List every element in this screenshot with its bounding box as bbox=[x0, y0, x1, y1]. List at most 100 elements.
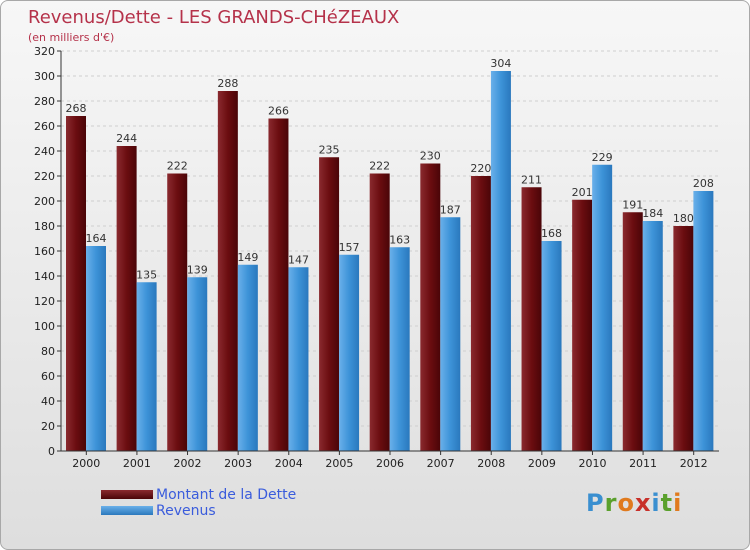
legend-swatch-revenus bbox=[101, 506, 153, 515]
bar-dette bbox=[420, 163, 441, 451]
bar-revenus bbox=[490, 71, 511, 451]
y-tick-label: 100 bbox=[34, 320, 55, 333]
y-tick-label: 320 bbox=[34, 45, 55, 58]
data-label: 220 bbox=[470, 162, 491, 175]
x-tick-label: 2012 bbox=[680, 457, 708, 470]
bar-revenus bbox=[389, 247, 410, 451]
y-tick-label: 20 bbox=[41, 420, 55, 433]
bar-dette bbox=[319, 157, 340, 451]
data-label: 184 bbox=[642, 207, 663, 220]
bar-revenus bbox=[136, 282, 157, 451]
x-tick-label: 2010 bbox=[578, 457, 606, 470]
y-tick-label: 200 bbox=[34, 195, 55, 208]
data-label: 164 bbox=[86, 232, 107, 245]
bar-revenus bbox=[693, 191, 714, 451]
bar-revenus bbox=[237, 264, 258, 451]
bar-revenus bbox=[592, 164, 613, 451]
x-tick-label: 2004 bbox=[275, 457, 303, 470]
x-tick-label: 2009 bbox=[528, 457, 556, 470]
bar-dette bbox=[622, 212, 643, 451]
y-tick-label: 60 bbox=[41, 370, 55, 383]
bars bbox=[66, 71, 714, 451]
y-tick-label: 120 bbox=[34, 295, 55, 308]
legend-swatch-dette bbox=[101, 490, 153, 499]
bar-revenus bbox=[339, 254, 360, 451]
data-label: 157 bbox=[339, 241, 360, 254]
y-tick-label: 280 bbox=[34, 95, 55, 108]
logo-letter: i bbox=[673, 489, 683, 517]
logo-letter: o bbox=[617, 489, 635, 517]
data-label: 230 bbox=[420, 150, 441, 163]
x-tick-label: 2007 bbox=[427, 457, 455, 470]
axes: 0 20 40 60 80 100 120 140 160 180 200 220 240 260 280 3… bbox=[34, 45, 719, 470]
x-tick-label: 2008 bbox=[477, 457, 505, 470]
bar-revenus bbox=[187, 277, 208, 451]
data-label: 268 bbox=[66, 102, 87, 115]
data-label: 135 bbox=[136, 268, 157, 281]
bar-dette bbox=[369, 173, 390, 451]
data-label: 180 bbox=[673, 212, 694, 225]
data-label: 163 bbox=[389, 233, 410, 246]
bar-dette bbox=[572, 199, 593, 451]
bar-revenus bbox=[288, 267, 309, 451]
bar-revenus bbox=[642, 221, 663, 451]
y-tick-label: 0 bbox=[48, 445, 55, 458]
y-tick-label: 160 bbox=[34, 245, 55, 258]
y-tick-label: 220 bbox=[34, 170, 55, 183]
bar-dette bbox=[167, 173, 188, 451]
bar-revenus bbox=[440, 217, 461, 451]
bar-dette bbox=[470, 176, 491, 451]
x-tick-label: 2001 bbox=[123, 457, 151, 470]
data-label: 211 bbox=[521, 173, 542, 186]
y-tick-label: 140 bbox=[34, 270, 55, 283]
proxiti-logo: Proxiti bbox=[586, 489, 682, 517]
data-label: 191 bbox=[622, 198, 643, 211]
legend-label-revenus: Revenus bbox=[156, 503, 216, 519]
labels: 268 164 244 135 222 139 288 149 266 147 235 157 222 1… bbox=[66, 57, 714, 281]
bar-dette bbox=[217, 91, 238, 451]
logo-letter: r bbox=[604, 489, 618, 517]
y-tick-label: 180 bbox=[34, 220, 55, 233]
data-label: 235 bbox=[319, 143, 340, 156]
y-tick-label: 240 bbox=[34, 145, 55, 158]
data-label: 304 bbox=[490, 57, 511, 70]
data-label: 187 bbox=[440, 203, 461, 216]
x-tick-label: 2006 bbox=[376, 457, 404, 470]
y-tick-label: 40 bbox=[41, 395, 55, 408]
x-tick-label: 2000 bbox=[72, 457, 100, 470]
y-tick-label: 80 bbox=[41, 345, 55, 358]
logo-letter: x bbox=[634, 489, 652, 517]
logo-letter: i bbox=[651, 489, 661, 517]
chart-title: Revenus/Dette - LES GRANDS-CHéZEAUX bbox=[28, 7, 400, 28]
bar-dette bbox=[116, 146, 137, 451]
data-label: 229 bbox=[592, 151, 613, 164]
data-label: 244 bbox=[116, 132, 137, 145]
x-tick-label: 2011 bbox=[629, 457, 657, 470]
legend-label-dette: Montant de la Dette bbox=[156, 487, 297, 503]
data-label: 222 bbox=[369, 160, 390, 173]
data-label: 139 bbox=[187, 263, 208, 276]
bar-dette bbox=[66, 116, 86, 451]
x-tick-label: 2005 bbox=[325, 457, 353, 470]
logo-letter: P bbox=[586, 489, 605, 517]
data-label: 288 bbox=[217, 77, 238, 90]
bar-dette bbox=[673, 226, 694, 451]
y-tick-label: 260 bbox=[34, 120, 55, 133]
logo-letter: t bbox=[660, 489, 674, 517]
bar-dette bbox=[268, 118, 289, 451]
bar-dette bbox=[521, 187, 542, 451]
bar-revenus bbox=[86, 246, 106, 451]
bar-revenus bbox=[541, 241, 562, 451]
chart-subtitle: (en milliers d'€) bbox=[28, 31, 115, 44]
data-label: 222 bbox=[167, 160, 188, 173]
data-label: 208 bbox=[693, 177, 714, 190]
data-label: 168 bbox=[541, 227, 562, 240]
data-label: 147 bbox=[288, 253, 309, 266]
y-tick-label: 300 bbox=[34, 70, 55, 83]
x-tick-label: 2002 bbox=[174, 457, 202, 470]
data-label: 149 bbox=[237, 251, 258, 264]
data-label: 266 bbox=[268, 105, 289, 118]
data-label: 201 bbox=[572, 186, 593, 199]
